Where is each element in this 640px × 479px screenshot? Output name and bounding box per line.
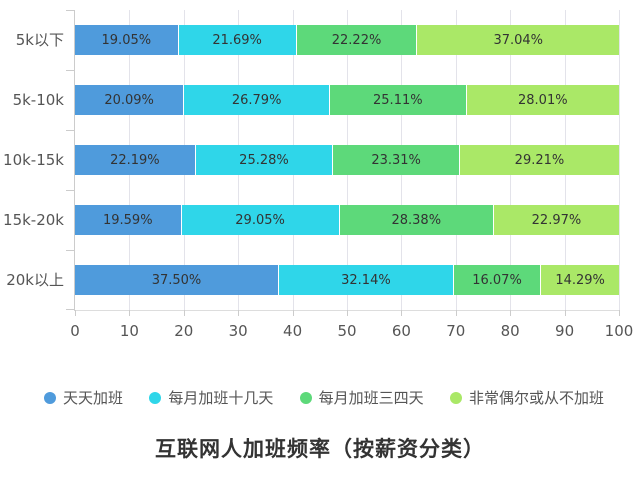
bar-value-label: 19.59%: [102, 212, 153, 228]
y-axis-tick: [66, 130, 75, 131]
bar-value-label: 32.14%: [341, 272, 391, 288]
bar-value-label: 22.19%: [110, 152, 160, 168]
bar-segment: 23.31%: [333, 145, 461, 175]
bar-value-label: 37.50%: [151, 272, 202, 288]
legend-item: 每月加班十几天: [149, 387, 273, 408]
bar-segment: 29.05%: [181, 205, 340, 235]
y-axis-tick: [66, 10, 75, 11]
bar-segment: 20.09%: [75, 85, 185, 115]
y-axis-category-label: 5k-10k: [12, 91, 64, 109]
x-axis-tick-label: 80: [500, 322, 520, 340]
x-axis-tick: [129, 310, 131, 316]
x-axis-tick-label: 60: [391, 322, 411, 340]
bar-segment: 26.79%: [184, 85, 331, 115]
bar-value-label: 26.79%: [231, 92, 282, 108]
bar-value-label: 21.69%: [212, 32, 262, 48]
legend-item: 非常偶尔或从不加班: [449, 387, 604, 408]
x-axis-tick-label: 90: [555, 322, 575, 340]
bar-value-label: 20.09%: [104, 92, 154, 108]
bar-value-label: 22.97%: [531, 212, 582, 228]
bar-segment: 32.14%: [279, 265, 454, 295]
bar-segment: 22.97%: [493, 205, 619, 235]
x-axis-tick-label: 0: [70, 322, 80, 340]
x-axis-tick: [238, 310, 240, 316]
legend: 天天加班 每月加班十几天 每月加班三四天 非常偶尔或从不加班: [44, 387, 604, 408]
legend-label: 天天加班: [63, 389, 124, 407]
bar-segment: 28.38%: [339, 205, 494, 235]
legend-label: 非常偶尔或从不加班: [468, 389, 604, 407]
y-axis-category-label: 5k以下: [15, 31, 64, 49]
x-axis-tick: [619, 310, 620, 316]
x-axis-tick: [401, 310, 403, 316]
legend-dot-icon: [44, 391, 56, 404]
bar-segment: 37.50%: [75, 265, 279, 295]
chart-title: 互联网人加班频率（按薪资分类）: [155, 437, 485, 461]
bar-value-label: 29.05%: [235, 212, 285, 228]
y-axis-tick: [66, 190, 75, 191]
bar-segment: 19.59%: [75, 205, 182, 235]
y-axis-category-label: 20k以上: [6, 271, 64, 289]
legend-dot-icon: [449, 391, 462, 404]
x-axis-tick: [510, 310, 512, 316]
bar-segment: 21.69%: [178, 25, 297, 55]
bar-segment: 25.28%: [195, 145, 334, 175]
bar-segment: 29.21%: [460, 145, 619, 175]
y-axis-tick: [66, 70, 75, 71]
bar-segment: 22.19%: [75, 145, 196, 175]
y-axis-tick: [66, 250, 75, 251]
x-axis-tick-label: 10: [119, 322, 139, 340]
bar-segment: 16.07%: [453, 265, 542, 295]
bar-value-label: 19.05%: [101, 32, 152, 48]
x-axis-tick: [183, 310, 185, 316]
x-axis-tick: [455, 310, 457, 316]
bar-segment: 22.22%: [296, 25, 418, 55]
y-axis-category-label: 10k-15k: [3, 151, 64, 169]
bar-row: 22.19% 25.28% 23.31% 29.21%: [75, 145, 619, 175]
bar-segment: 25.11%: [330, 85, 467, 115]
y-axis-category-label: 15k-20k: [3, 211, 64, 229]
bar-row: 19.59% 29.05% 28.38% 22.97%: [75, 205, 619, 235]
bar-value-label: 28.01%: [518, 92, 568, 108]
x-axis-tick-label: 70: [446, 322, 466, 340]
bar-value-label: 14.29%: [555, 272, 605, 288]
legend-item: 每月加班三四天: [299, 387, 424, 408]
legend-label: 每月加班三四天: [318, 389, 424, 407]
x-axis-tick-label: 100: [604, 322, 634, 340]
bar-segment: 14.29%: [541, 265, 619, 295]
bar-value-label: 25.28%: [239, 152, 289, 168]
bar-value-label: 22.22%: [331, 32, 382, 48]
x-axis-tick-label: 50: [337, 322, 357, 340]
x-axis-tick: [347, 310, 348, 316]
bar-value-label: 25.11%: [373, 92, 423, 108]
x-axis-tick: [75, 310, 76, 316]
legend-dot-icon: [299, 391, 312, 404]
y-axis-labels: 5k以下 5k-10k 10k-15k 15k-20k 20k以上: [0, 10, 64, 310]
bar-value-label: 23.31%: [371, 152, 421, 168]
bar-segment: 28.01%: [466, 85, 619, 115]
bar-segment: 19.05%: [75, 25, 179, 55]
x-axis-tick: [564, 310, 566, 316]
legend-dot-icon: [149, 391, 162, 404]
bar-row: 37.50% 32.14% 16.07% 14.29%: [75, 265, 619, 295]
gridline: [619, 10, 620, 310]
x-axis-tick-label: 40: [283, 322, 303, 340]
plot-area: 0 10 20 30 40 50 60 70 80 90 100 19.05% 21.69% 22.22%…: [66, 10, 633, 340]
legend-label: 每月加班十几天: [168, 389, 274, 407]
y-axis-tick: [66, 309, 75, 310]
bar-value-label: 37.04%: [493, 32, 544, 48]
x-axis-tick: [292, 310, 294, 316]
bar-value-label: 28.38%: [391, 212, 442, 228]
bar-row: 20.09% 26.79% 25.11% 28.01%: [75, 85, 619, 115]
bar-row: 19.05% 21.69% 22.22% 37.04%: [75, 25, 619, 55]
bar-value-label: 29.21%: [514, 152, 565, 168]
x-axis-tick-label: 30: [228, 322, 248, 340]
x-axis-tick-label: 20: [174, 322, 194, 340]
bar-segment: 37.04%: [417, 25, 619, 55]
legend-item: 天天加班: [44, 387, 123, 408]
bar-value-label: 16.07%: [472, 272, 522, 288]
